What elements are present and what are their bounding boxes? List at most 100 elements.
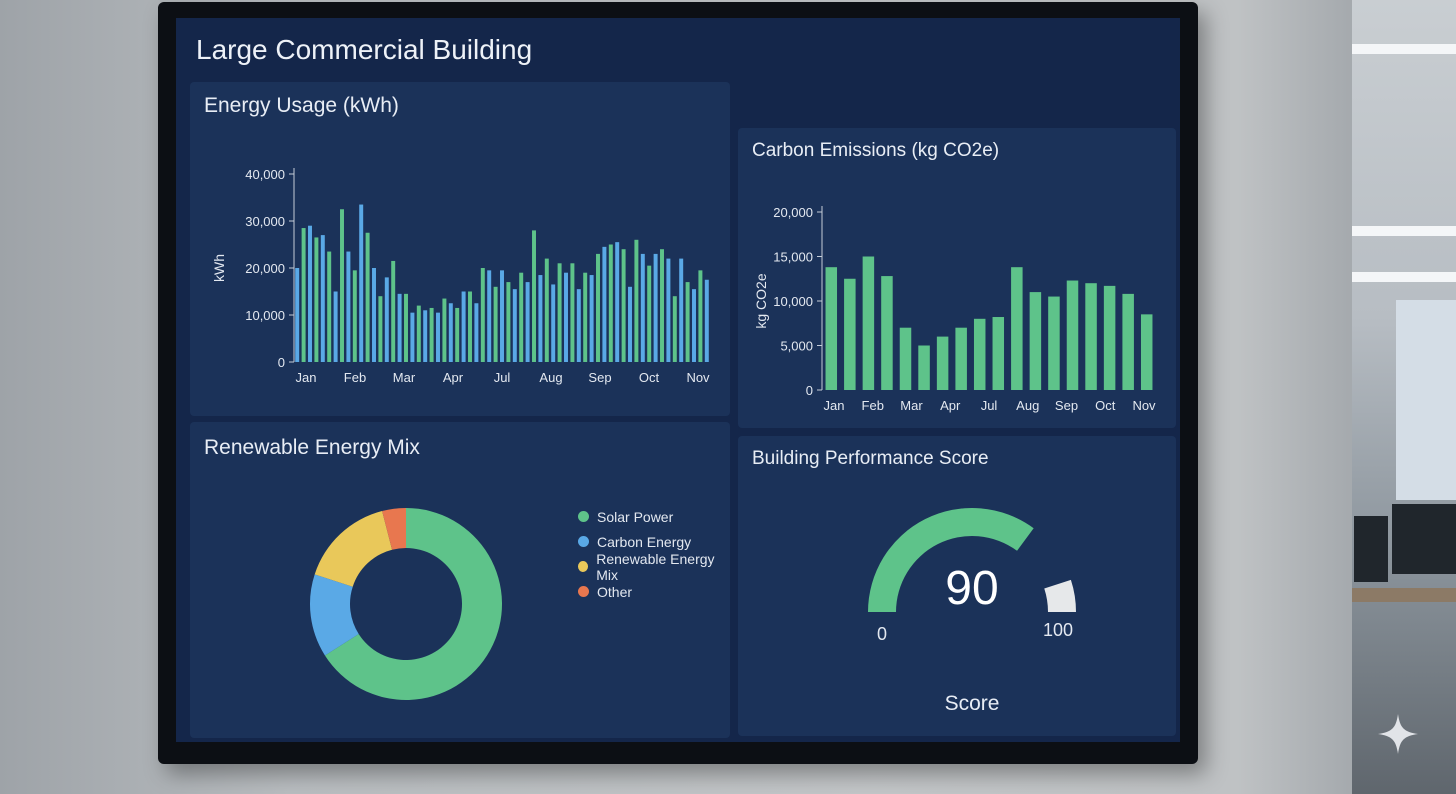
legend-label: Carbon Energy xyxy=(597,533,692,550)
x-tick-label: Sep xyxy=(1055,398,1078,413)
bar xyxy=(1122,293,1134,390)
y-tick-label: 20,000 xyxy=(773,205,813,220)
y-tick-label: 0 xyxy=(806,383,813,398)
donut-slice xyxy=(310,574,359,656)
legend-label: Solar Power xyxy=(597,508,674,525)
bar xyxy=(596,253,600,362)
bar xyxy=(844,278,856,390)
bar xyxy=(532,230,536,362)
performance-score-panel: Building Performance Score 90 0 100 Score xyxy=(738,436,1176,736)
x-tick-label: Mar xyxy=(900,398,923,413)
bar xyxy=(301,228,306,362)
renewable-mix-panel: Renewable Energy Mix Solar Power Carbon … xyxy=(190,422,730,738)
legend-swatch xyxy=(578,511,589,522)
bar xyxy=(436,312,440,362)
bar xyxy=(538,275,543,362)
bar xyxy=(429,307,434,362)
bar xyxy=(918,345,930,390)
x-tick-label: Feb xyxy=(862,398,884,413)
bar xyxy=(308,225,312,362)
gauge-value: 90 xyxy=(945,562,998,615)
desk-monitor xyxy=(1354,516,1388,582)
bar xyxy=(327,251,332,362)
renewable-mix-title: Renewable Energy Mix xyxy=(204,436,420,459)
x-tick-label: Mar xyxy=(393,370,416,385)
dashboard-title: Large Commercial Building xyxy=(196,34,533,65)
y-tick-label: 40,000 xyxy=(245,167,285,182)
x-tick-label: Apr xyxy=(940,398,961,413)
bar xyxy=(333,291,338,362)
bar xyxy=(474,303,479,362)
renewable-mix-legend: Solar Power Carbon Energy Renewable Ener… xyxy=(578,504,730,604)
bar xyxy=(314,237,319,362)
bar xyxy=(1103,285,1116,390)
bar xyxy=(1085,283,1097,390)
bar xyxy=(615,242,620,362)
bar xyxy=(899,327,912,390)
bar xyxy=(372,268,376,362)
x-tick-label: Oct xyxy=(1095,398,1116,413)
bar xyxy=(679,258,684,362)
gauge-caption: Score xyxy=(945,692,1000,715)
bar xyxy=(378,296,383,362)
bar xyxy=(346,251,351,362)
bar xyxy=(666,258,671,362)
renewable-mix-chart xyxy=(310,508,502,700)
bar xyxy=(621,249,626,362)
bar xyxy=(442,298,447,362)
x-tick-label: Jan xyxy=(296,370,317,385)
bar xyxy=(825,267,838,390)
y-axis-label: kg CO2e xyxy=(753,273,769,328)
x-tick-label: Jul xyxy=(981,398,998,413)
bar xyxy=(685,282,690,362)
x-tick-label: Nov xyxy=(1132,398,1156,413)
ceiling-light xyxy=(1352,226,1456,236)
bar xyxy=(493,286,498,362)
donut-slice xyxy=(314,511,393,587)
bar xyxy=(698,270,703,362)
y-tick-label: 5,000 xyxy=(780,339,813,354)
bar xyxy=(628,286,632,362)
x-tick-label: Nov xyxy=(686,370,710,385)
bar xyxy=(1048,296,1060,390)
y-tick-label: 20,000 xyxy=(245,261,285,276)
energy-usage-chart: 0 10,000 20,000 30,000 40,000 kWh Jan Feb Mar Apr… xyxy=(211,167,710,385)
gauge-fill xyxy=(868,508,1034,612)
bar xyxy=(404,293,408,362)
donut-slice xyxy=(382,508,406,550)
x-tick-label: Sep xyxy=(588,370,611,385)
x-tick-label: Oct xyxy=(639,370,660,385)
bar xyxy=(551,284,556,362)
bar xyxy=(525,282,530,362)
bar xyxy=(410,312,415,362)
bar xyxy=(955,327,967,390)
bar xyxy=(640,253,645,362)
carbon-emissions-title: Carbon Emissions (kg CO2e) xyxy=(752,140,1000,161)
bar xyxy=(461,291,466,362)
bar xyxy=(992,317,1005,390)
bar xyxy=(544,258,549,362)
sparkle-icon xyxy=(1378,714,1418,754)
bar xyxy=(692,289,696,362)
bar xyxy=(564,272,568,362)
bar xyxy=(653,253,658,362)
gauge-max-label: 100 xyxy=(1043,620,1073,640)
donut-slice xyxy=(324,508,502,700)
bar xyxy=(1029,292,1042,390)
bar xyxy=(416,305,421,362)
energy-usage-panel: Energy Usage (kWh) 0 10,000 20,000 30,000 40… xyxy=(190,82,730,416)
bar xyxy=(589,275,594,362)
bar xyxy=(397,293,402,362)
bar xyxy=(320,235,325,362)
bar xyxy=(448,303,453,362)
bar xyxy=(480,268,485,362)
y-tick-label: 10,000 xyxy=(773,294,813,309)
bar xyxy=(506,282,511,362)
bar xyxy=(557,263,562,362)
bar xyxy=(647,265,652,362)
bar xyxy=(602,246,607,362)
x-tick-label: Jul xyxy=(494,370,511,385)
legend-swatch xyxy=(578,561,589,572)
dashboard-screen: Large Commercial Building Energy Usage (… xyxy=(176,18,1180,742)
desk xyxy=(1352,588,1456,602)
